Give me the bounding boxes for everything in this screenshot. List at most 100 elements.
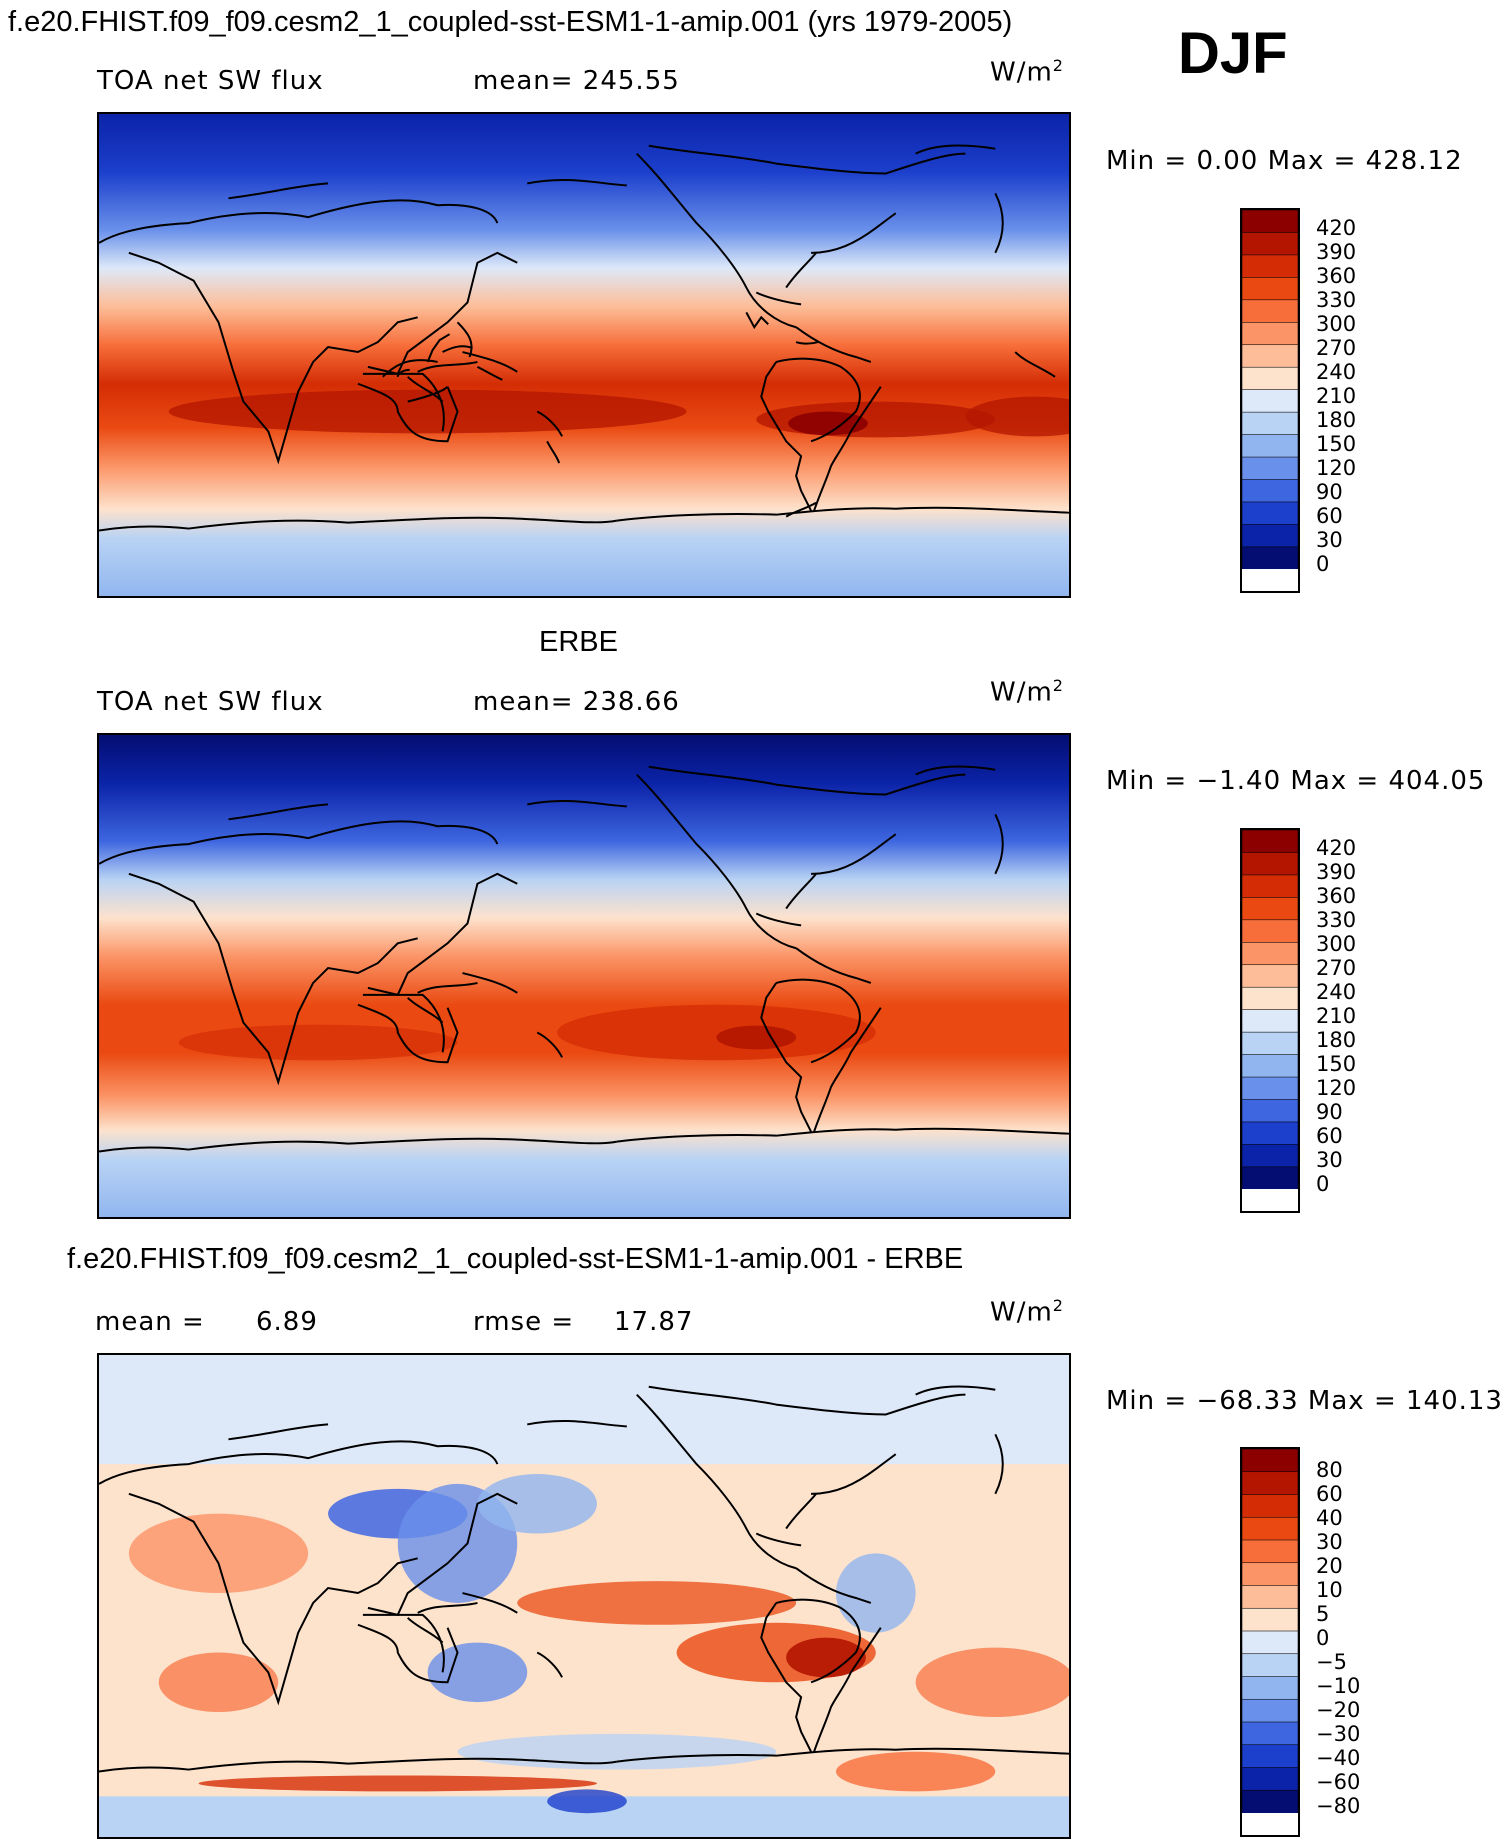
colorbar-swatch [1242, 1539, 1298, 1564]
colorbar-swatch [1242, 479, 1298, 503]
colorbar-label: 120 [1316, 456, 1357, 480]
colorbar-swatch [1242, 1449, 1298, 1473]
colorbar-swatch [1242, 1744, 1298, 1769]
colorbar-swatches [1242, 1449, 1298, 1813]
panel-dataset-title: ERBE [539, 626, 618, 658]
colorbar-swatch [1242, 1031, 1298, 1056]
colorbar-swatch [1242, 852, 1298, 876]
coastlines [99, 1385, 1069, 1773]
colorbar-swatch [1242, 254, 1298, 279]
page-title: f.e20.FHIST.f09_f09.cesm2_1_coupled-sst-… [8, 6, 1013, 38]
colorbar-label: 30 [1316, 1148, 1343, 1172]
colorbar-swatch [1242, 1054, 1298, 1078]
colorbar-label: 360 [1316, 884, 1357, 908]
colorbar-label: 270 [1316, 956, 1357, 980]
colorbar-label: 390 [1316, 860, 1357, 884]
colorbar-swatch [1242, 874, 1298, 899]
colorbar-swatch [1242, 1471, 1298, 1496]
colorbar-erbe [1240, 828, 1300, 1213]
colorbar-label: −30 [1316, 1722, 1361, 1746]
colorbar-swatch [1242, 1767, 1298, 1791]
colorbar-label: 90 [1316, 1100, 1343, 1124]
colorbar-label: 240 [1316, 980, 1357, 1004]
colorbar-swatches [1242, 210, 1298, 570]
map-model-swflux [97, 112, 1071, 598]
colorbar-label: 60 [1316, 504, 1343, 528]
colorbar-label: 60 [1316, 1482, 1343, 1506]
colorbar-swatch [1242, 299, 1298, 324]
panel-units: W/m2 [990, 56, 1064, 88]
panel-mean-value: 238.66 [582, 687, 680, 717]
colorbar-model [1240, 208, 1300, 593]
colorbar-label: 60 [1316, 1124, 1343, 1148]
panel-mean-value: 6.89 [256, 1307, 318, 1337]
colorbar-label: 20 [1316, 1554, 1343, 1578]
colorbar-label: 40 [1316, 1506, 1343, 1530]
panel-difference-title: f.e20.FHIST.f09_f09.cesm2_1_coupled-sst-… [67, 1243, 964, 1275]
season-label: DJF [1178, 21, 1288, 86]
colorbar-label: 30 [1316, 528, 1343, 552]
panel-mean-label: mean = [95, 1307, 205, 1337]
colorbar-label: 240 [1316, 360, 1357, 384]
colorbar-swatch [1242, 389, 1298, 413]
panel-variable-label: TOA net SW flux [97, 66, 324, 96]
colorbar-swatch [1242, 1562, 1298, 1587]
panel-min-max: Min = −68.33 Max = 140.13 [1106, 1386, 1501, 1416]
colorbar-label: 0 [1316, 552, 1330, 576]
panel-units: W/m2 [990, 676, 1064, 708]
colorbar-label: 180 [1316, 1028, 1357, 1052]
colorbar-label: 270 [1316, 336, 1357, 360]
colorbar-swatch [1242, 1166, 1298, 1190]
colorbar-swatches [1242, 830, 1298, 1190]
field-max-band [178, 1024, 458, 1061]
colorbar-label: 360 [1316, 264, 1357, 288]
colorbar-difference [1240, 1447, 1300, 1837]
colorbar-swatch [1242, 1630, 1298, 1655]
colorbar-swatch [1242, 524, 1298, 548]
field-max-core [716, 1025, 797, 1050]
colorbar-label: 330 [1316, 908, 1357, 932]
colorbar-label: −20 [1316, 1698, 1361, 1722]
colorbar-label: 30 [1316, 1530, 1343, 1554]
colorbar-label: 150 [1316, 1052, 1357, 1076]
colorbar-swatch [1242, 210, 1298, 234]
coastlines [99, 144, 1069, 532]
colorbar-label: 5 [1316, 1602, 1330, 1626]
colorbar-swatch [1242, 942, 1298, 966]
coastlines [99, 765, 1069, 1153]
colorbar-label: 90 [1316, 480, 1343, 504]
panel-min-max: Min = 0.00 Max = 428.12 [1106, 146, 1463, 176]
colorbar-label: 300 [1316, 932, 1357, 956]
colorbar-swatch [1242, 1676, 1298, 1700]
colorbar-swatch [1242, 830, 1298, 854]
colorbar-swatch [1242, 1099, 1298, 1123]
colorbar-swatch [1242, 1585, 1298, 1609]
colorbar-label: 210 [1316, 1004, 1357, 1028]
colorbar-label: 300 [1316, 312, 1357, 336]
colorbar-swatch [1242, 964, 1298, 988]
colorbar-swatch [1242, 1144, 1298, 1168]
colorbar-label: 80 [1316, 1458, 1343, 1482]
panel-variable-label: TOA net SW flux [97, 687, 324, 717]
panel-mean-label: mean= 245.55 [473, 66, 680, 96]
colorbar-swatch [1242, 1721, 1298, 1746]
panel-min-max: Min = −1.40 Max = 404.05 [1106, 766, 1486, 796]
colorbar-swatch [1242, 411, 1298, 436]
colorbar-label: −10 [1316, 1674, 1361, 1698]
colorbar-swatch [1242, 1121, 1298, 1146]
panel-units: W/m2 [990, 1296, 1064, 1328]
map-difference-swflux [97, 1353, 1071, 1839]
panel-rmse-value: 17.87 [614, 1307, 694, 1337]
field-max-band [557, 1004, 876, 1061]
colorbar-label: 210 [1316, 384, 1357, 408]
colorbar-label: 420 [1316, 836, 1357, 860]
colorbar-swatch [1242, 322, 1298, 346]
colorbar-label: 420 [1316, 216, 1357, 240]
colorbar-label: 0 [1316, 1626, 1330, 1650]
colorbar-swatch [1242, 986, 1298, 1011]
colorbar-swatch [1242, 1789, 1298, 1813]
colorbar-swatch [1242, 434, 1298, 458]
colorbar-label: 10 [1316, 1578, 1343, 1602]
colorbar-label: 390 [1316, 240, 1357, 264]
panel-mean-label: mean= 238.66 [473, 687, 680, 717]
